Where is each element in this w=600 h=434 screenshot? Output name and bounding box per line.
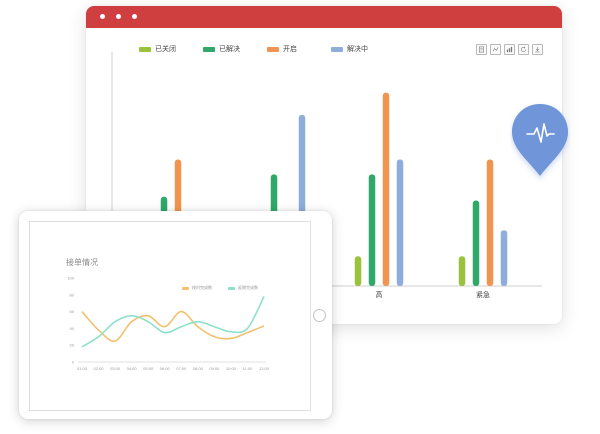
legend-label: 延期完成数 [238, 285, 258, 290]
x-tick-label: 10:00 [226, 366, 237, 371]
legend-item-resolved[interactable]: 已解决 [203, 44, 240, 54]
y-tick-label: 20 [70, 343, 75, 348]
save-image-icon[interactable] [532, 44, 543, 55]
line-chart-icon[interactable] [490, 44, 501, 55]
restore-icon[interactable] [518, 44, 529, 55]
legend-label: 已解决 [219, 46, 240, 53]
y-tick-label: 100 [67, 276, 74, 281]
tablet-legend-delayed[interactable]: 延期完成数 [228, 285, 258, 291]
x-tick-label: 05:00 [143, 366, 154, 371]
y-tick-label: 0 [72, 360, 75, 365]
bar[interactable] [382, 92, 390, 286]
legend-label: 开启 [283, 46, 297, 53]
x-tick-label: 09:00 [209, 366, 220, 371]
tablet-screen: 接单情况 按时完成数 延期完成数 100 80 60 40 20 0 01:00 02:00 0… [29, 221, 311, 411]
browser-title-bar [86, 6, 562, 28]
series-line[interactable] [81, 310, 265, 342]
bar-chart-icon[interactable] [504, 44, 515, 55]
heartbeat-icon [526, 123, 555, 143]
legend-swatch [267, 46, 279, 52]
y-tick-label: 80 [70, 292, 75, 297]
line-chart: 100 80 60 40 20 001:00 02:00 03:00 04:00 05:00 06:… [67, 276, 270, 372]
legend-label: 解决中 [347, 46, 368, 53]
tablet-legend-ontime[interactable]: 按时完成数 [182, 285, 212, 291]
legend-swatch [203, 46, 215, 52]
window-dot-1[interactable] [100, 14, 105, 19]
bar[interactable] [458, 256, 466, 286]
x-tick-label: 12:00 [259, 366, 270, 371]
x-tick-label: 04:00 [127, 366, 138, 371]
bar[interactable] [486, 159, 494, 286]
series-line[interactable] [81, 296, 265, 348]
x-tick-label: 06:00 [160, 366, 171, 371]
bar[interactable] [500, 230, 508, 286]
legend-swatch [139, 46, 151, 52]
x-tick-label: 02:00 [94, 366, 105, 371]
legend-label: 按时完成数 [192, 285, 212, 290]
bar[interactable] [354, 256, 362, 286]
window-dot-3[interactable] [132, 14, 137, 19]
legend-swatch [331, 46, 343, 52]
chart-toolbox [476, 44, 543, 55]
legend-label: 已关闭 [155, 46, 176, 53]
bar[interactable] [368, 174, 376, 286]
heartbeat-pin[interactable] [510, 102, 570, 182]
bar[interactable] [396, 159, 404, 286]
y-tick-label: 60 [70, 309, 75, 314]
legend-swatch [228, 286, 235, 290]
x-tick-label: 07:00 [176, 366, 187, 371]
legend-item-resolving[interactable]: 解决中 [331, 44, 368, 54]
x-tick-label: 11:00 [243, 366, 253, 371]
x-tick-label: 紧急 [476, 290, 490, 299]
data-view-icon[interactable] [476, 44, 487, 55]
tablet-home-button[interactable] [313, 309, 326, 322]
x-tick-label: 03:00 [110, 366, 121, 371]
tablet-chart-title: 接单情况 [66, 258, 98, 267]
x-tick-label: 08:00 [193, 366, 204, 371]
x-tick-label: 高 [376, 290, 383, 299]
legend-swatch [182, 286, 189, 290]
x-tick-label: 01:00 [77, 366, 88, 371]
legend-item-closed[interactable]: 已关闭 [139, 44, 176, 54]
legend-item-open[interactable]: 开启 [267, 44, 297, 54]
bar[interactable] [472, 200, 480, 286]
tablet-device: 接单情况 按时完成数 延期完成数 100 80 60 40 20 0 01:00 02:00 0… [19, 211, 332, 419]
window-dot-2[interactable] [116, 14, 121, 19]
y-tick-label: 40 [70, 326, 75, 331]
